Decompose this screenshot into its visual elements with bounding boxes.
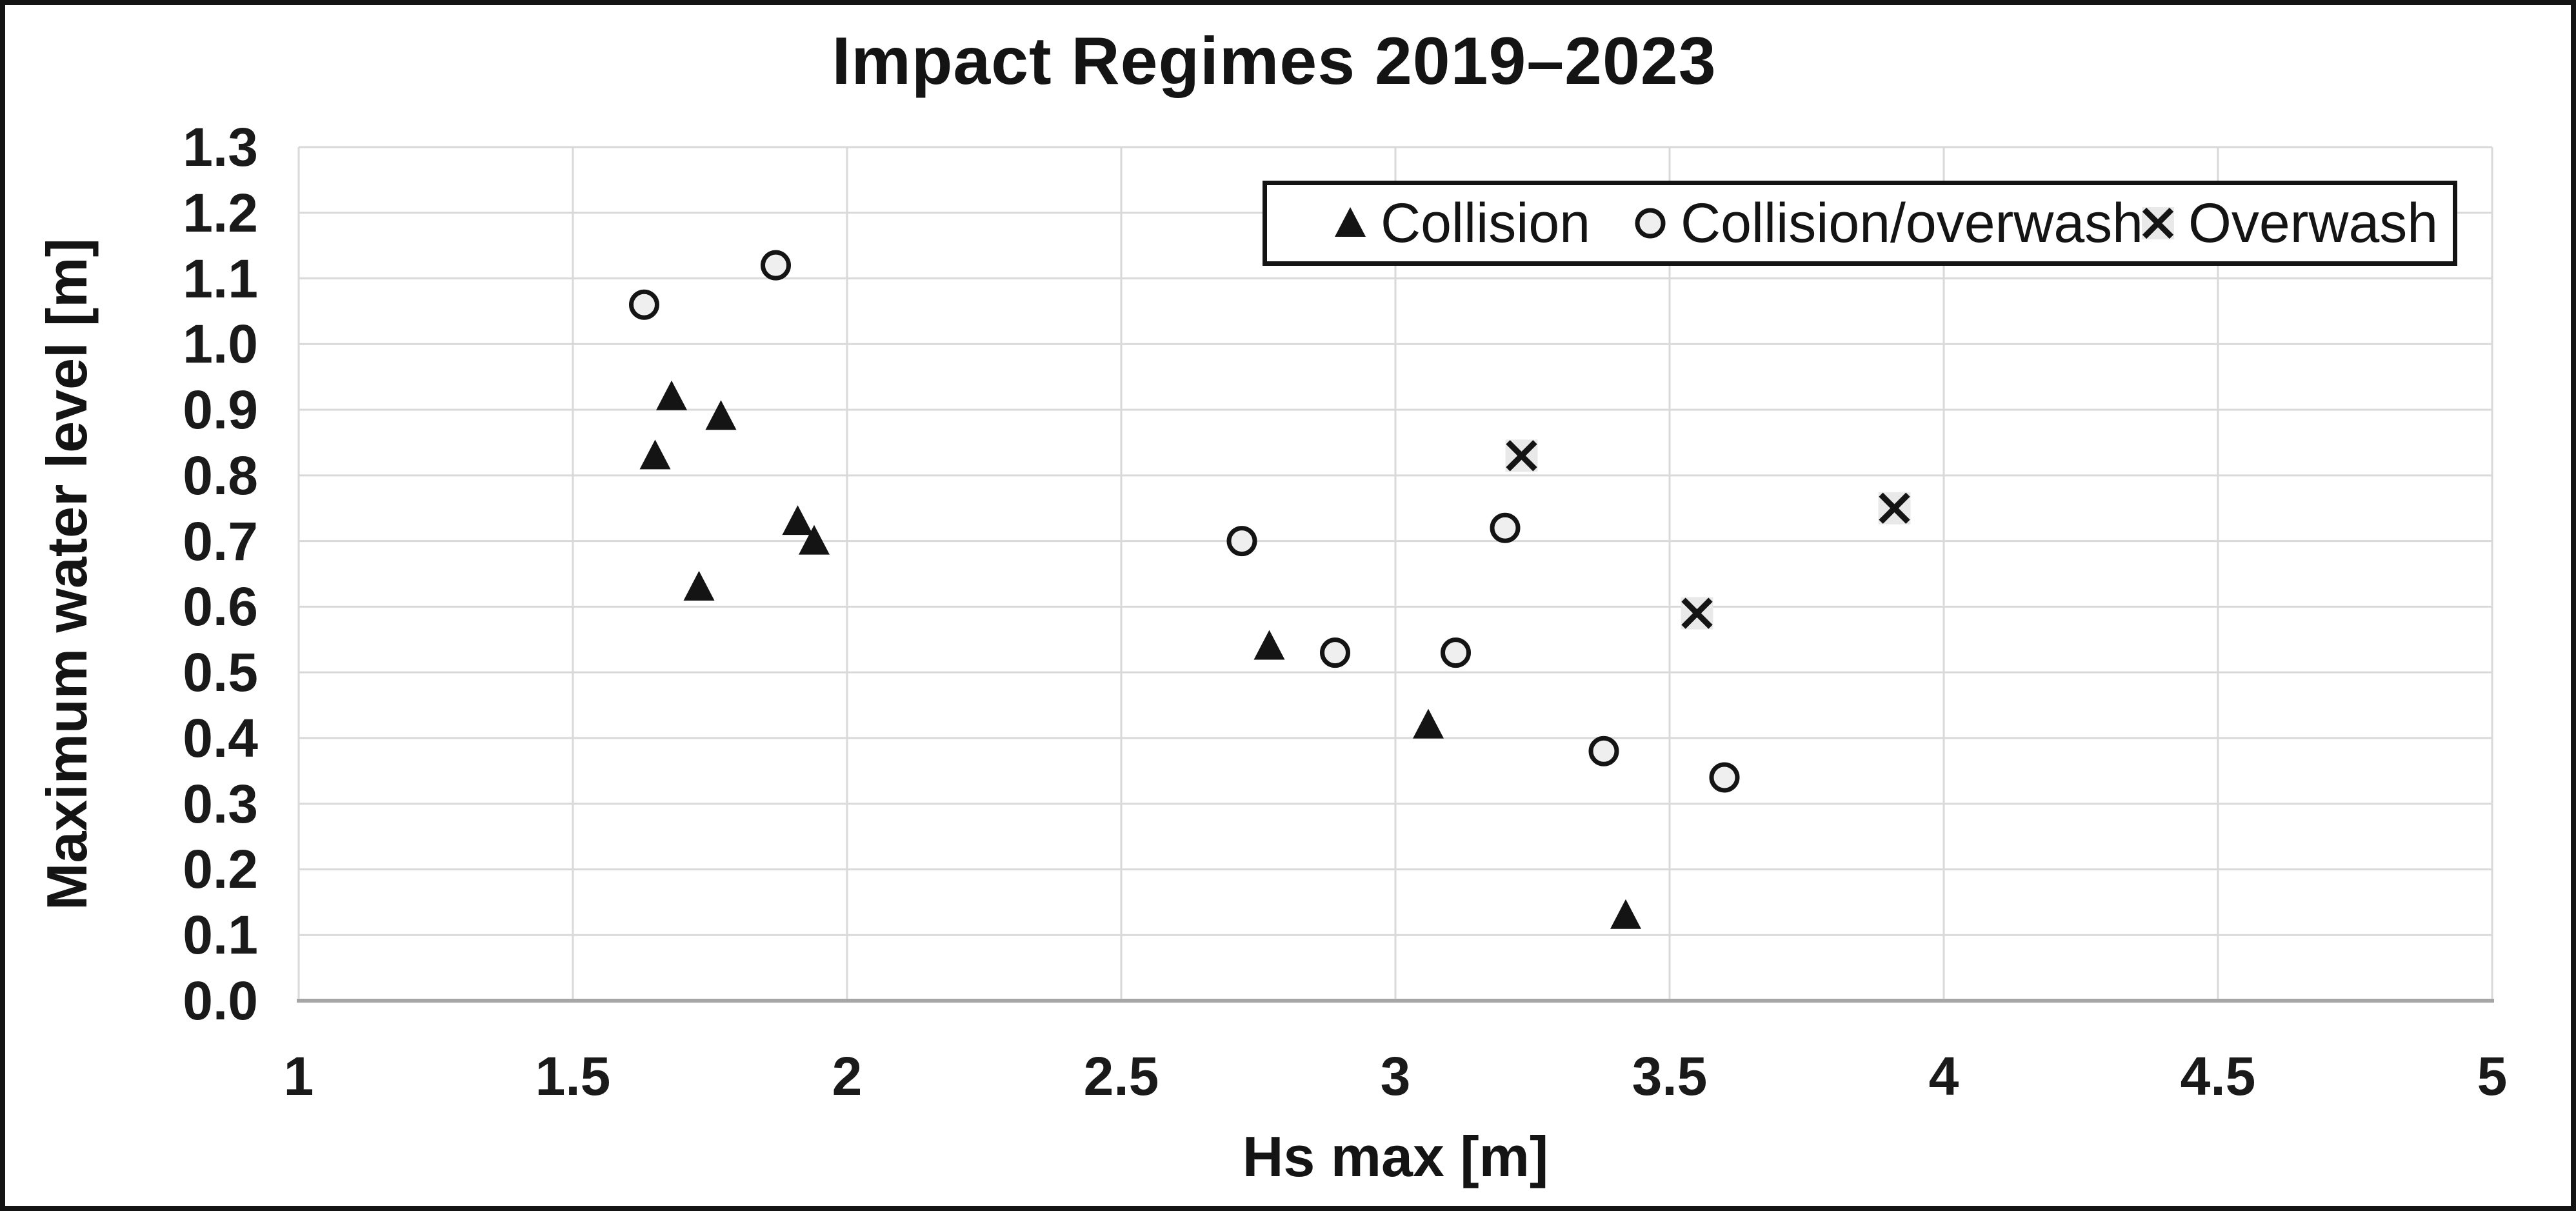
point-collision-overwash [1226, 526, 1257, 557]
legend-label-overwash: Overwash [2188, 192, 2439, 254]
x-tick-label: 2 [832, 1046, 863, 1106]
y-tick-label: 0.9 [183, 379, 258, 441]
point-collision [705, 400, 737, 430]
collision-overwash-circle-icon [1635, 208, 1666, 239]
point-collision [782, 505, 814, 535]
y-tick-label: 0.0 [183, 970, 258, 1031]
point-collision [683, 570, 715, 601]
y-tick-label: 1.1 [183, 248, 258, 309]
collision-triangle-icon [1335, 207, 1366, 237]
legend-box: Collision Collision/overwash Overwash [1263, 181, 2457, 266]
x-tick-label: 3.5 [1632, 1046, 1708, 1106]
y-tick-label: 0.3 [183, 773, 258, 834]
gridlines [297, 146, 2493, 1002]
point-collision [799, 525, 830, 555]
y-tick-label: 0.8 [183, 445, 258, 506]
y-tick-label: 0.6 [183, 576, 258, 637]
x-tick-label: 4 [1928, 1046, 1959, 1106]
x-tick-label: 2.5 [1083, 1046, 1159, 1106]
x-tick-label: 1.5 [535, 1046, 611, 1106]
x-tick-label: 3 [1380, 1046, 1411, 1106]
overwash-x-icon [2142, 207, 2174, 239]
chart-title: Impact Regimes 2019–2023 [832, 24, 1717, 99]
legend-label-collision-overwash: Collision/overwash [1681, 192, 2143, 254]
y-tick-label: 0.5 [183, 642, 258, 703]
y-tick-label: 1.3 [183, 117, 258, 177]
overwash-x-icon-glyph [2142, 207, 2174, 239]
point-collision-overwash [1588, 736, 1619, 766]
point-collision-overwash [761, 250, 791, 281]
y-tick-label: 0.2 [183, 839, 258, 900]
legend-item-overwash: Overwash [2139, 185, 2438, 261]
point-collision [1253, 630, 1285, 660]
point-collision-overwash [1490, 512, 1521, 543]
x-tick-label: 4.5 [2180, 1046, 2256, 1106]
point-collision [639, 439, 671, 470]
point-collision [656, 380, 687, 410]
point-overwash [1879, 492, 1910, 524]
point-collision [1413, 708, 1444, 739]
legend-item-collision-overwash: Collision/overwash [1632, 185, 2143, 261]
point-collision-overwash [1709, 762, 1740, 793]
y-tick-label: 1.2 [183, 182, 258, 243]
y-tick-label: 0.4 [183, 707, 258, 768]
point-overwash [1681, 597, 1713, 629]
x-axis-title: Hs max [m] [1242, 1125, 1549, 1188]
legend-item-collision: Collision [1332, 185, 1590, 261]
collision-overwash-circle-icon-glyph [1635, 208, 1666, 239]
point-collision-overwash [629, 289, 659, 320]
x-tick-label: 5 [2477, 1046, 2508, 1106]
point-collision-overwash [1441, 637, 1471, 668]
point-collision-overwash [1320, 637, 1350, 668]
point-collision [1610, 899, 1641, 929]
x-tick-label: 1 [283, 1046, 314, 1106]
point-overwash [1506, 440, 1537, 472]
data-points [629, 250, 1911, 929]
collision-triangle-icon-glyph [1335, 207, 1366, 237]
legend-label-collision: Collision [1381, 192, 1591, 254]
y-tick-label: 1.0 [183, 314, 258, 375]
y-tick-label: 0.1 [183, 905, 258, 966]
y-tick-label: 0.7 [183, 510, 258, 572]
